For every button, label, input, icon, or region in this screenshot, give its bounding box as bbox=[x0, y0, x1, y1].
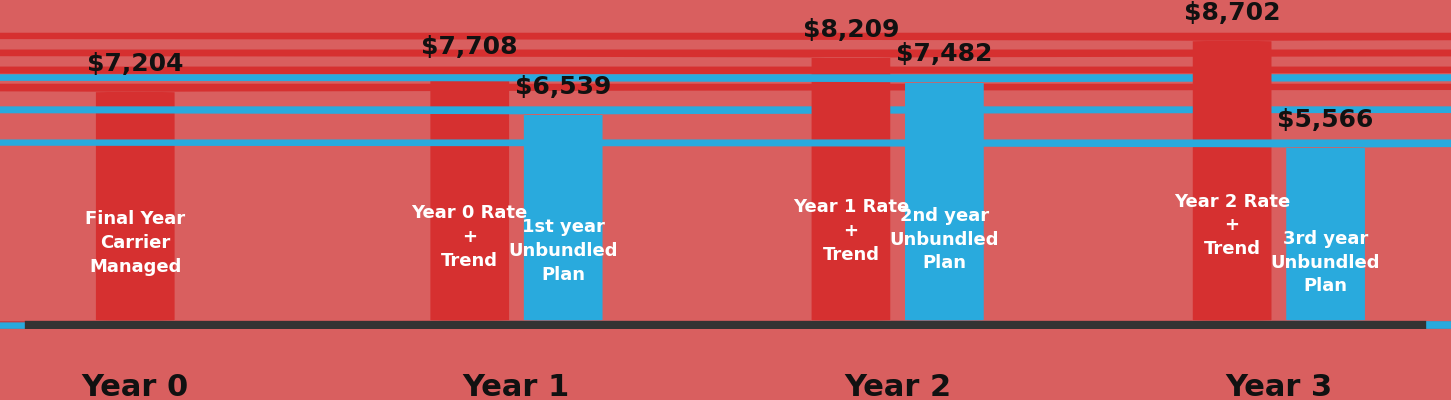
Text: $7,482: $7,482 bbox=[897, 42, 992, 66]
Text: Year 1: Year 1 bbox=[463, 373, 570, 400]
Text: Year 3: Year 3 bbox=[1225, 373, 1332, 400]
FancyBboxPatch shape bbox=[0, 50, 1451, 329]
FancyBboxPatch shape bbox=[0, 140, 1451, 329]
Text: $7,204: $7,204 bbox=[87, 52, 183, 76]
Text: Final Year
Carrier
Managed: Final Year Carrier Managed bbox=[86, 210, 186, 276]
Text: 1st year
Unbundled
Plan: 1st year Unbundled Plan bbox=[508, 218, 618, 284]
Text: Year 0 Rate
+
Trend: Year 0 Rate + Trend bbox=[412, 204, 528, 270]
FancyBboxPatch shape bbox=[0, 106, 1451, 329]
Text: 3rd year
Unbundled
Plan: 3rd year Unbundled Plan bbox=[1271, 230, 1380, 295]
Text: 2nd year
Unbundled
Plan: 2nd year Unbundled Plan bbox=[889, 207, 1000, 272]
Text: $8,209: $8,209 bbox=[802, 18, 900, 42]
Text: $8,702: $8,702 bbox=[1184, 1, 1280, 25]
Text: $7,708: $7,708 bbox=[421, 35, 518, 59]
FancyBboxPatch shape bbox=[0, 84, 1451, 329]
FancyBboxPatch shape bbox=[0, 66, 1451, 329]
FancyBboxPatch shape bbox=[0, 33, 1451, 329]
Text: Year 1 Rate
+
Trend: Year 1 Rate + Trend bbox=[792, 198, 908, 264]
Text: Year 2 Rate
+
Trend: Year 2 Rate + Trend bbox=[1174, 193, 1290, 258]
FancyBboxPatch shape bbox=[0, 74, 1451, 329]
Text: Year 2: Year 2 bbox=[844, 373, 952, 400]
Text: Year 0: Year 0 bbox=[81, 373, 189, 400]
Text: $6,539: $6,539 bbox=[515, 74, 611, 98]
Text: $5,566: $5,566 bbox=[1277, 108, 1374, 132]
